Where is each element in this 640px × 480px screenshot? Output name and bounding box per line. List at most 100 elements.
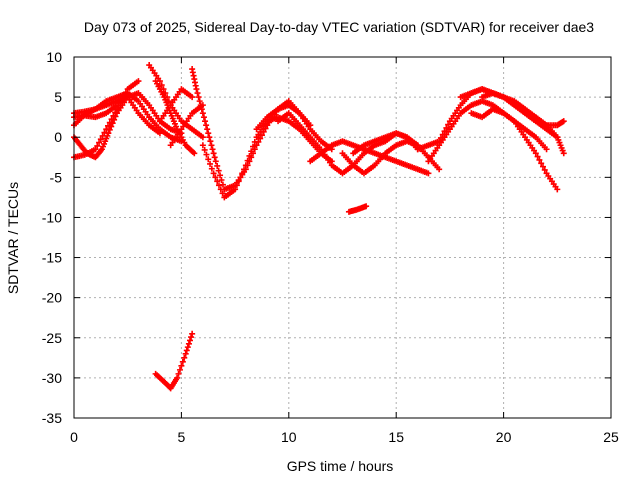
series-pass-14	[307, 138, 432, 177]
y-tick-label: -25	[42, 330, 62, 346]
data-point-marker	[250, 143, 256, 150]
y-tick-label: -20	[42, 290, 62, 306]
data-point-marker	[207, 160, 214, 167]
data-point-marker	[239, 170, 246, 177]
data-point-marker	[206, 134, 213, 141]
data-point-marker	[106, 119, 113, 126]
data-point-marker	[244, 157, 251, 164]
data-point-marker	[248, 148, 255, 155]
y-tick-label: 5	[54, 89, 62, 105]
data-point-marker	[201, 146, 208, 153]
x-axis: 0 5 10 15 20 25	[70, 57, 619, 445]
data-point-marker	[203, 122, 210, 129]
data-point-marker	[174, 374, 181, 381]
data-point-marker	[212, 174, 219, 181]
x-tick-label: 15	[388, 429, 404, 445]
plot-frame	[73, 56, 612, 419]
data-point-marker	[193, 86, 200, 93]
data-point-marker	[158, 82, 165, 89]
data-point-marker	[215, 182, 222, 189]
data-point-marker	[202, 118, 209, 125]
data-point-marker	[205, 130, 212, 137]
data-point-marker	[196, 98, 203, 105]
data-point-marker	[237, 174, 244, 181]
data-point-marker	[92, 146, 99, 153]
data-point-marker	[218, 177, 225, 184]
data-point-marker	[210, 150, 217, 157]
data-point-marker	[445, 121, 452, 128]
data-point-marker	[199, 110, 206, 117]
y-tick-label: -30	[42, 370, 62, 386]
data-point-marker	[105, 122, 112, 129]
data-point-marker	[198, 106, 205, 113]
data-point-marker	[536, 156, 543, 163]
series-pass-8	[156, 86, 196, 125]
data-point-marker	[99, 132, 106, 139]
data-point-marker	[176, 366, 183, 373]
data-point-marker	[183, 347, 190, 354]
data-point-marker	[124, 90, 131, 97]
data-point-marker	[425, 170, 432, 177]
data-point-marker	[189, 94, 196, 101]
x-tick-label: 5	[178, 429, 186, 445]
data-point-marker	[443, 124, 450, 131]
data-point-marker	[538, 160, 545, 167]
data-point-marker	[209, 146, 216, 153]
data-point-marker	[197, 102, 204, 109]
data-point-marker	[541, 166, 548, 173]
data-point-marker	[178, 362, 185, 369]
series-pass-4	[71, 94, 163, 137]
data-point-marker	[554, 186, 561, 193]
data-point-marker	[108, 116, 115, 123]
data-point-marker	[110, 112, 117, 119]
data-point-marker	[211, 154, 218, 161]
data-point-marker	[539, 163, 546, 170]
data-point-marker	[156, 130, 163, 137]
data-point-marker	[217, 186, 224, 193]
data-point-marker	[232, 186, 239, 193]
y-tick-label: -15	[42, 250, 62, 266]
data-point-marker	[195, 94, 202, 101]
data-point-marker	[208, 142, 215, 149]
data-point-marker	[188, 334, 195, 341]
data-point-marker	[175, 370, 182, 377]
data-point-marker	[242, 162, 249, 169]
data-point-marker	[217, 172, 224, 179]
data-point-marker	[207, 138, 214, 145]
data-point-marker	[199, 134, 206, 141]
data-point-marker	[241, 166, 248, 173]
data-point-marker	[363, 203, 370, 210]
data-point-marker	[204, 126, 211, 133]
data-point-marker	[307, 122, 314, 129]
x-tick-label: 10	[281, 429, 297, 445]
data-point-marker	[179, 358, 186, 365]
chart-title: Day 073 of 2025, Sidereal Day-to-day VTE…	[84, 19, 594, 35]
data-point-marker	[103, 126, 110, 133]
data-point-marker	[184, 344, 191, 351]
y-tick-label: 0	[54, 129, 62, 145]
data-point-marker	[94, 142, 101, 149]
data-point-marker	[534, 153, 541, 160]
data-point-marker	[560, 150, 567, 157]
data-point-marker	[208, 165, 215, 172]
data-point-marker	[182, 350, 189, 357]
data-point-marker	[257, 135, 264, 142]
data-point-marker	[246, 152, 253, 159]
data-point-marker	[543, 146, 550, 153]
data-point-marker	[194, 90, 201, 97]
y-axis: 10 5 0 -5 -10 -15 -20 -25 -30 -35	[42, 49, 611, 426]
data-point-marker	[214, 162, 221, 169]
data-point-marker	[199, 142, 206, 149]
data-point-marker	[251, 138, 258, 145]
series-pass-21	[457, 86, 567, 157]
data-point-marker	[532, 150, 539, 157]
y-tick-label: -35	[42, 410, 62, 426]
x-tick-label: 25	[603, 429, 619, 445]
y-axis-label: SDTVAR / TECUs	[5, 182, 21, 294]
data-point-marker	[253, 142, 260, 149]
data-point-marker	[97, 136, 104, 143]
data-point-marker	[185, 340, 192, 347]
series-pass-19	[468, 106, 561, 193]
series-pass-22	[345, 203, 370, 215]
